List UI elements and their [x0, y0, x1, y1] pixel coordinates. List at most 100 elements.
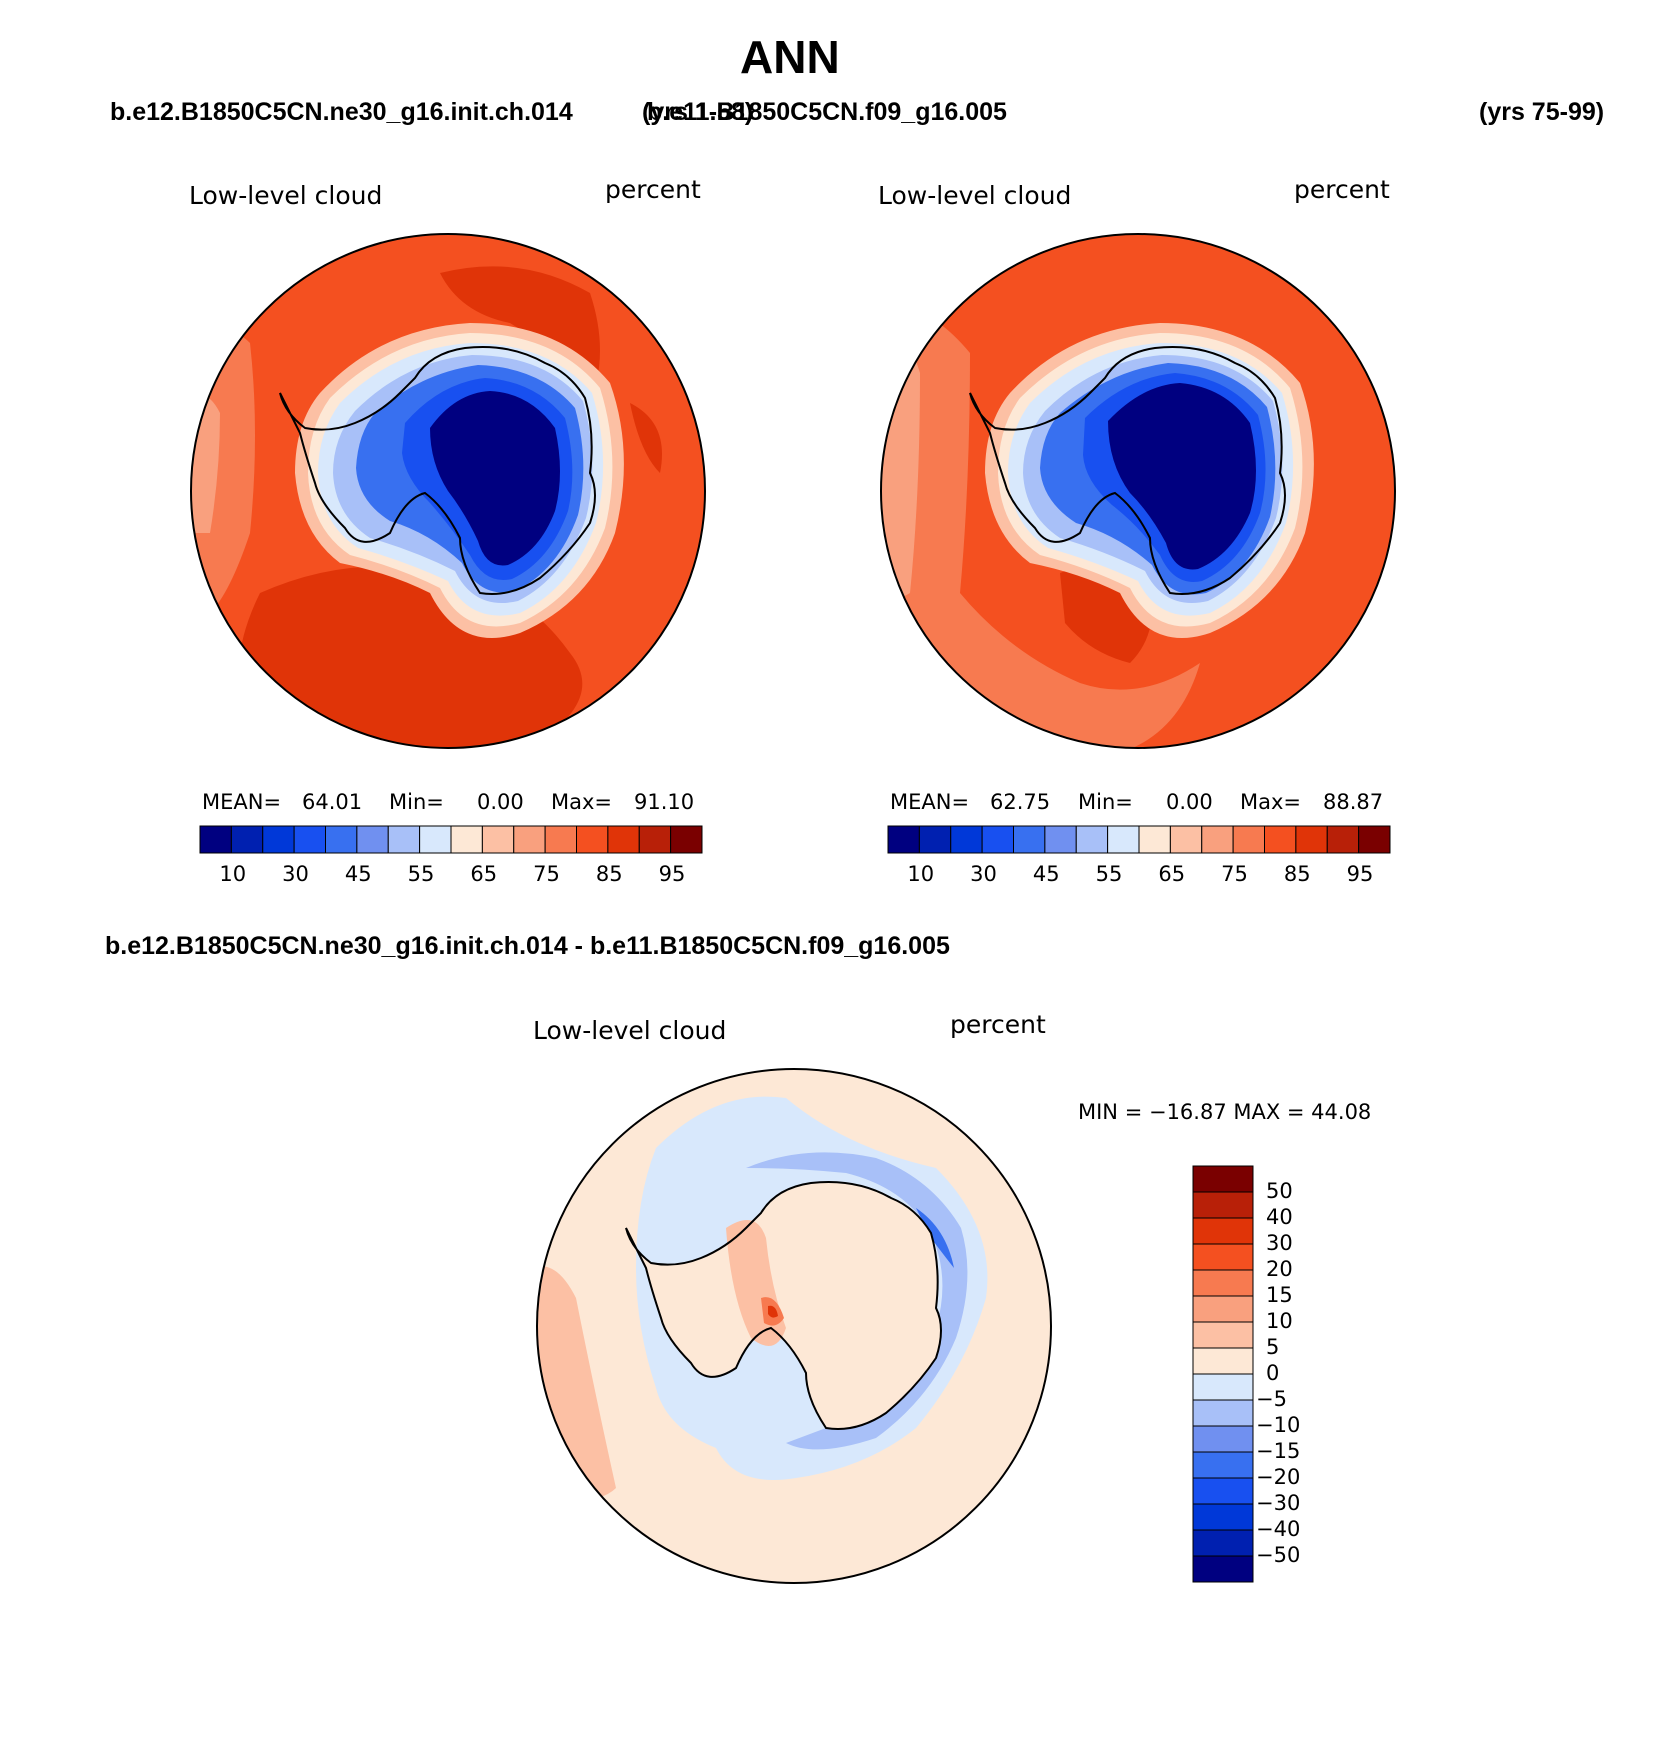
right-mean-label: MEAN= [890, 790, 970, 814]
colorbar-swatch [1201, 825, 1234, 854]
diff-positive-max [768, 1305, 778, 1318]
colorbar-swatch [1192, 1451, 1254, 1479]
colorbar-tick-label: 30 [970, 862, 997, 886]
colorbar-tick-label: 75 [1221, 862, 1248, 886]
colorbar-tick-label: 45 [344, 862, 372, 886]
difference-polar-map [536, 1068, 1052, 1584]
colorbar-swatch [1192, 1191, 1254, 1219]
colorbar-swatch [607, 825, 640, 854]
coastline [279, 346, 596, 595]
colorbar-swatch [1295, 825, 1328, 854]
colorbar-swatch [638, 825, 672, 854]
coastline [969, 346, 1286, 595]
colorbar-swatch [918, 825, 952, 854]
colorbar-tick-label: 10 [907, 862, 935, 886]
colorbar-tick-label: 55 [1095, 862, 1123, 886]
map-border [190, 233, 706, 749]
colorbar-tick-label: 30 [1266, 1231, 1293, 1255]
left-units-label: percent [605, 175, 701, 204]
colorbar-swatch [1192, 1347, 1254, 1375]
colorbar-tick-label: 50 [1266, 1179, 1293, 1203]
left-colorbar [199, 825, 703, 854]
colorbar-swatch [1192, 1269, 1254, 1297]
colorbar-tick-label: 40 [1266, 1205, 1293, 1229]
colorbar-swatch [1192, 1555, 1254, 1583]
colorbar-tick-label: −40 [1256, 1517, 1301, 1541]
colorbar-tick-label: −5 [1256, 1387, 1287, 1411]
colorbar-swatch [1107, 825, 1140, 854]
colorbar-swatch [1264, 825, 1297, 854]
mid-cloud-west [881, 308, 1200, 748]
colorbar-swatch [1232, 825, 1265, 854]
right-min-label: Min= [1078, 790, 1133, 814]
colorbar-swatch [1075, 825, 1109, 854]
colorbar-tick-label: 55 [407, 862, 435, 886]
colorbar-swatch [199, 825, 232, 854]
colorbar-swatch [1192, 1399, 1254, 1427]
map-border [880, 233, 1396, 749]
colorbar-swatch [481, 825, 515, 854]
high-cloud-patch-east [630, 403, 662, 473]
colorbar-tick-label: 45 [1032, 862, 1060, 886]
right-min-value: 0.00 [1166, 790, 1213, 814]
high-cloud-patch [440, 266, 600, 403]
colorbar-swatch [670, 825, 703, 854]
diff-min-max: MIN = −16.87 MAX = 44.08 [1078, 1100, 1372, 1124]
page-title: ANN [740, 31, 840, 83]
colorbar-swatch [387, 825, 421, 854]
colorbar-swatch [1192, 1529, 1254, 1557]
colorbar-tick-label: 65 [470, 862, 498, 886]
colorbar-swatch [1138, 825, 1171, 854]
difference-colorbar [1192, 1165, 1254, 1583]
colorbar-tick-label: 0 [1266, 1361, 1280, 1385]
left-min-label: Min= [389, 790, 444, 814]
colorbar-tick-label: 95 [1346, 862, 1374, 886]
colorbar-swatch [1192, 1321, 1254, 1349]
colorbar-swatch [1192, 1217, 1254, 1245]
colorbar-tick-label: 85 [1283, 862, 1311, 886]
right-case-name: b.e11.B1850C5CN.f09_g16.005 [647, 98, 1007, 126]
right-variable-label: Low-level cloud [878, 181, 1072, 210]
right-mean-value: 62.75 [990, 790, 1051, 814]
left-max-value: 91.10 [634, 790, 695, 814]
colorbar-tick-label: 85 [595, 862, 623, 886]
colorbar-tick-label: 10 [1266, 1309, 1293, 1333]
colorbar-swatch [1192, 1425, 1254, 1453]
colorbar-swatch [887, 825, 920, 854]
colorbar-tick-label: −10 [1256, 1413, 1301, 1437]
colorbar-swatch [1192, 1295, 1254, 1323]
colorbar-swatch [450, 825, 483, 854]
colorbar-tick-label: 75 [533, 862, 560, 886]
colorbar-tick-label: −30 [1256, 1491, 1301, 1515]
colorbar-tick-label: −50 [1256, 1543, 1301, 1567]
colorbar-swatch [419, 825, 452, 854]
map-border [536, 1068, 1052, 1584]
colorbar-swatch [1358, 825, 1391, 854]
diff-strong-negative [916, 1208, 954, 1268]
colorbar-swatch [576, 825, 609, 854]
colorbar-swatch [1169, 825, 1203, 854]
right-max-label: Max= [1240, 790, 1302, 814]
colorbar-swatch [1326, 825, 1360, 854]
left-min-value: 0.00 [477, 790, 524, 814]
left-max-label: Max= [551, 790, 613, 814]
colorbar-tick-label: 5 [1266, 1335, 1280, 1359]
colorbar-tick-label: 10 [219, 862, 247, 886]
left-mean-label: MEAN= [202, 790, 282, 814]
colorbar-swatch [981, 825, 1014, 854]
diff-variable-label: Low-level cloud [533, 1016, 727, 1045]
colorbar-swatch [1192, 1243, 1254, 1271]
colorbar-swatch [262, 825, 295, 854]
colorbar-tick-label: 65 [1158, 862, 1186, 886]
left-variable-label: Low-level cloud [189, 181, 383, 210]
colorbar-swatch [950, 825, 983, 854]
left-polar-map [190, 233, 706, 749]
colorbar-tick-label: −20 [1256, 1465, 1301, 1489]
colorbar-tick-label: 15 [1266, 1283, 1293, 1307]
colorbar-swatch [1192, 1165, 1254, 1193]
right-colorbar [887, 825, 1391, 854]
colorbar-tick-label: 30 [282, 862, 309, 886]
diff-units-label: percent [950, 1010, 1046, 1039]
colorbar-swatch [544, 825, 577, 854]
ice-core [430, 391, 560, 566]
